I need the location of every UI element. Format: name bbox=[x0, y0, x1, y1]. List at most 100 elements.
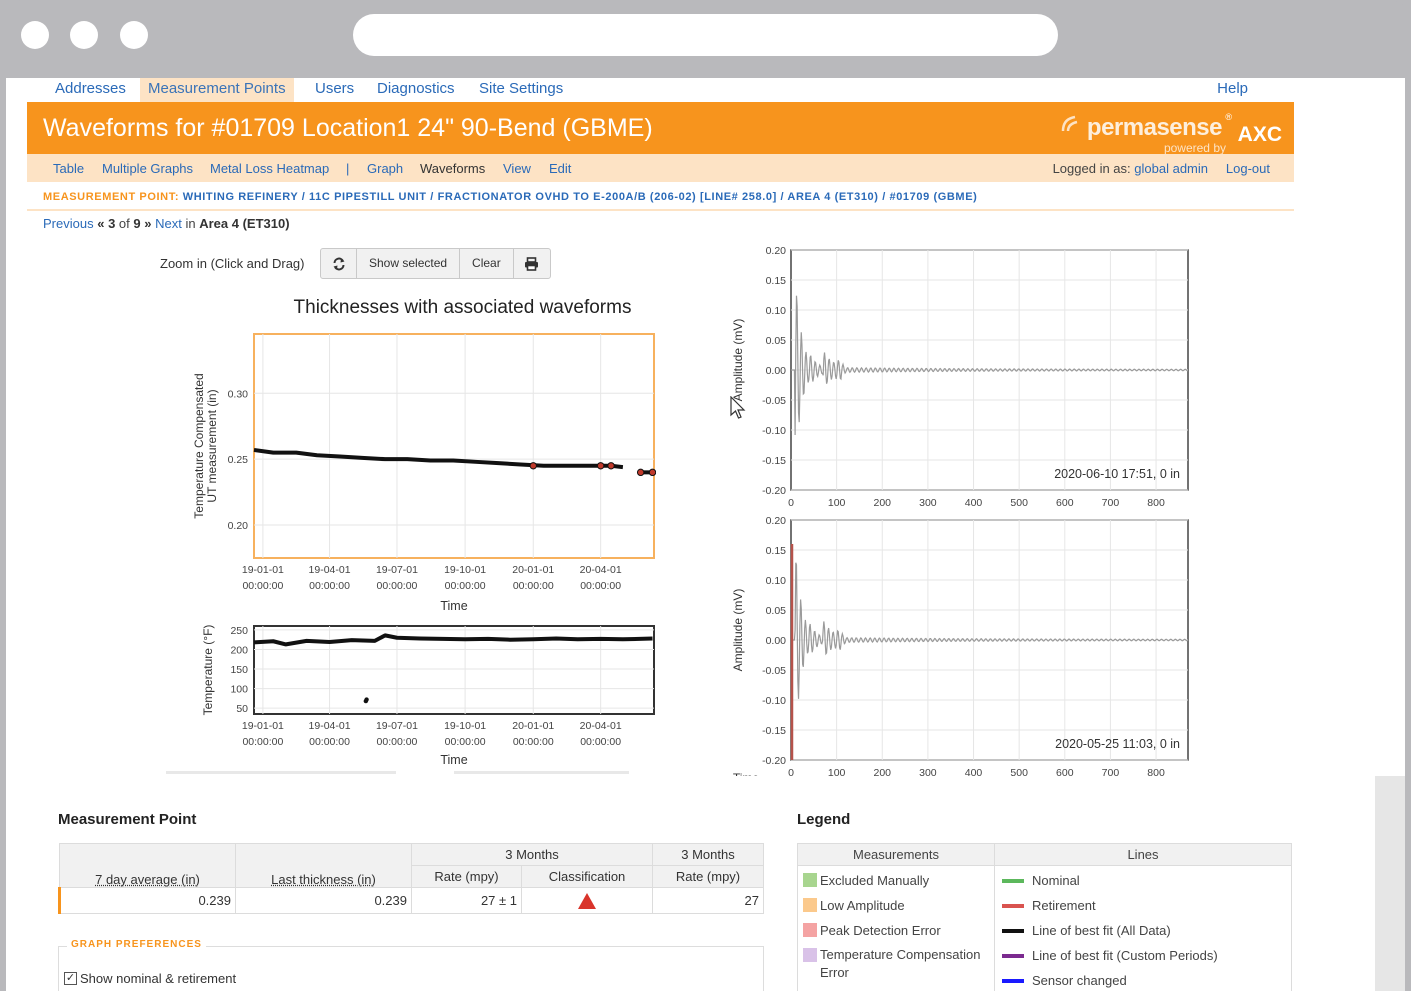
cell-rate-2: 27 bbox=[652, 887, 764, 914]
x-tick-label: 19-01-01 00:00:00 bbox=[242, 564, 284, 592]
y-tick-label: 0.15 bbox=[766, 545, 787, 557]
y-axis-label: UT measurement (in) bbox=[205, 389, 219, 502]
pager: Previous « 3 of 9 » Next in Area 4 (ET31… bbox=[43, 216, 290, 231]
y-tick-label: -0.15 bbox=[762, 725, 786, 737]
window-close-dot[interactable] bbox=[21, 21, 49, 49]
x-tick-label: 19-10-01 00:00:00 bbox=[444, 564, 486, 592]
th-last-thickness[interactable]: Last thickness (in) bbox=[235, 843, 412, 888]
x-tick-label: 19-10-01 00:00:00 bbox=[444, 720, 486, 748]
pager-next[interactable]: Next bbox=[155, 216, 182, 231]
page-title: Waveforms for #01709 Location1 24" 90-Be… bbox=[43, 114, 653, 142]
x-tick-label: 19-04-01 00:00:00 bbox=[309, 720, 351, 748]
nav-addresses[interactable]: Addresses bbox=[55, 80, 126, 97]
y-tick-label: 50 bbox=[236, 703, 248, 715]
waveform-annotation: 2020-06-10 17:51, 0 in bbox=[1054, 467, 1180, 481]
window-minimize-dot[interactable] bbox=[70, 21, 98, 49]
chart-scroll-indicator-1 bbox=[166, 771, 396, 774]
subnav-table[interactable]: Table bbox=[53, 161, 85, 176]
legend-label: Excluded Manually bbox=[820, 873, 930, 888]
logged-in-user[interactable]: global admin bbox=[1134, 161, 1208, 176]
cell-last-thickness: 0.239 bbox=[235, 887, 412, 914]
cell-rate: 27 ± 1 bbox=[411, 887, 522, 914]
logo-word: permasense bbox=[1086, 114, 1223, 141]
legend-lines-col: Nominal Retirement Line of best fit (All… bbox=[994, 865, 1292, 991]
thickness-chart[interactable]: 19-01-01 00:00:00 19-04-01 00:00:00 19-07-01… bbox=[176, 326, 656, 621]
nav-users[interactable]: Users bbox=[315, 80, 355, 97]
y-tick-label: -0.05 bbox=[762, 395, 786, 407]
legend-table: Measurements Lines Excluded Manually Low… bbox=[797, 843, 1292, 991]
subnav-view[interactable]: View bbox=[503, 161, 531, 176]
th-classification[interactable]: Classification bbox=[521, 865, 653, 888]
subnav-edit[interactable]: Edit bbox=[549, 161, 572, 176]
waveform-trace bbox=[791, 295, 1189, 436]
permasense-logo: permasense ® powered by AXC bbox=[1054, 108, 1284, 155]
x-tick-label: 0 bbox=[788, 497, 794, 509]
subnav-waveforms[interactable]: Waveforms bbox=[420, 161, 486, 176]
graph-preferences-legend: GRAPH PREFERENCES bbox=[67, 939, 206, 950]
subnav-metal-loss-heatmap[interactable]: Metal Loss Heatmap bbox=[210, 161, 330, 176]
x-tick-label: 200 bbox=[873, 767, 891, 776]
legend-item: Line of best fit (Custom Periods) bbox=[1000, 945, 1286, 970]
pager-laquo: « bbox=[97, 216, 105, 231]
x-tick-label: 400 bbox=[965, 497, 983, 509]
y-tick-label: 250 bbox=[230, 625, 248, 637]
y-tick-label: -0.20 bbox=[762, 485, 786, 497]
th-group-3-months: 3 Months bbox=[411, 843, 653, 866]
legend-title: Legend bbox=[797, 811, 851, 828]
legend-line-swatch bbox=[1002, 904, 1024, 908]
print-button[interactable] bbox=[514, 249, 550, 278]
x-tick-label: 800 bbox=[1147, 497, 1165, 509]
breadcrumb-path[interactable]: WHITING REFINERY / 11C PIPESTILL UNIT / … bbox=[182, 191, 978, 203]
x-tick-label: 600 bbox=[1056, 767, 1074, 776]
nav-help[interactable]: Help bbox=[1217, 80, 1248, 97]
nav-measurement-points[interactable]: Measurement Points bbox=[140, 78, 294, 102]
y-tick-label: -0.20 bbox=[762, 755, 786, 767]
x-tick-label: 200 bbox=[873, 497, 891, 509]
logged-in-status: Logged in as: global admin bbox=[1053, 161, 1208, 176]
y-tick-label: 0.05 bbox=[766, 605, 787, 617]
subnav-graph[interactable]: Graph bbox=[367, 161, 404, 176]
pager-of: of bbox=[118, 216, 130, 231]
y-axis-label: Temperature Compensated bbox=[192, 373, 206, 518]
refresh-button[interactable] bbox=[321, 249, 357, 278]
legend-label: Line of best fit (All Data) bbox=[1032, 923, 1171, 938]
x-tick-label: 500 bbox=[1010, 767, 1028, 776]
th-7day-average[interactable]: 7 day average (in) bbox=[59, 843, 236, 888]
x-tick-label: 20-04-01 00:00:00 bbox=[580, 564, 622, 592]
highlighted-point bbox=[636, 468, 645, 477]
subnav-separator: | bbox=[346, 161, 350, 176]
cell-classification bbox=[521, 887, 653, 914]
x-tick-label: 19-01-01 00:00:00 bbox=[242, 720, 284, 748]
show-nominal-checkbox[interactable]: ✓ bbox=[64, 972, 77, 985]
temperature-chart[interactable]: 19-01-01 00:00:00 19-04-01 00:00:00 19-07-01… bbox=[176, 618, 656, 768]
th-rate-2[interactable]: Rate (mpy) bbox=[652, 865, 764, 888]
waveform-chart-1[interactable]: 0 100 200 300 400 500 600 700 800 0.20 0.15 0.10 0.0… bbox=[722, 244, 1192, 512]
show-selected-button[interactable]: Show selected bbox=[357, 249, 461, 278]
subnav-multiple-graphs[interactable]: Multiple Graphs bbox=[102, 161, 194, 176]
window-maximize-dot[interactable] bbox=[120, 21, 148, 49]
legend-item: Sensor changed bbox=[1000, 970, 1286, 991]
x-tick-label: 500 bbox=[1010, 497, 1028, 509]
scrollbar-track[interactable] bbox=[1375, 776, 1405, 991]
y-tick-label: -0.10 bbox=[762, 695, 786, 707]
show-nominal-option[interactable]: ✓ Show nominal & retirement bbox=[64, 971, 236, 986]
legend-item: Excluded Manually bbox=[803, 870, 989, 895]
x-tick-label: 20-04-01 00:00:00 bbox=[580, 720, 622, 748]
nav-diagnostics[interactable]: Diagnostics bbox=[377, 80, 455, 97]
refresh-icon bbox=[333, 257, 344, 271]
legend-label: Peak Detection Error bbox=[820, 923, 941, 938]
y-tick-label: 0.05 bbox=[766, 335, 787, 347]
pager-previous[interactable]: Previous bbox=[43, 216, 94, 231]
logout-link[interactable]: Log-out bbox=[1225, 161, 1270, 176]
legend-label: Sensor changed bbox=[1032, 973, 1127, 988]
th-rate[interactable]: Rate (mpy) bbox=[411, 865, 522, 888]
breadcrumb-divider bbox=[27, 209, 1294, 211]
clear-button[interactable]: Clear bbox=[460, 249, 514, 278]
address-bar[interactable] bbox=[353, 14, 1058, 56]
highlighted-point bbox=[648, 468, 656, 477]
waveform-chart-2[interactable]: 0 100 200 300 400 500 600 700 800 0.20 0.15 0.10 0.0… bbox=[722, 514, 1192, 776]
nav-site-settings[interactable]: Site Settings bbox=[479, 80, 564, 97]
measurement-point-table: 7 day average (in) Last thickness (in) 3… bbox=[58, 843, 764, 914]
x-axis-label: Time bbox=[440, 753, 467, 767]
x-tick-label: 600 bbox=[1056, 497, 1074, 509]
